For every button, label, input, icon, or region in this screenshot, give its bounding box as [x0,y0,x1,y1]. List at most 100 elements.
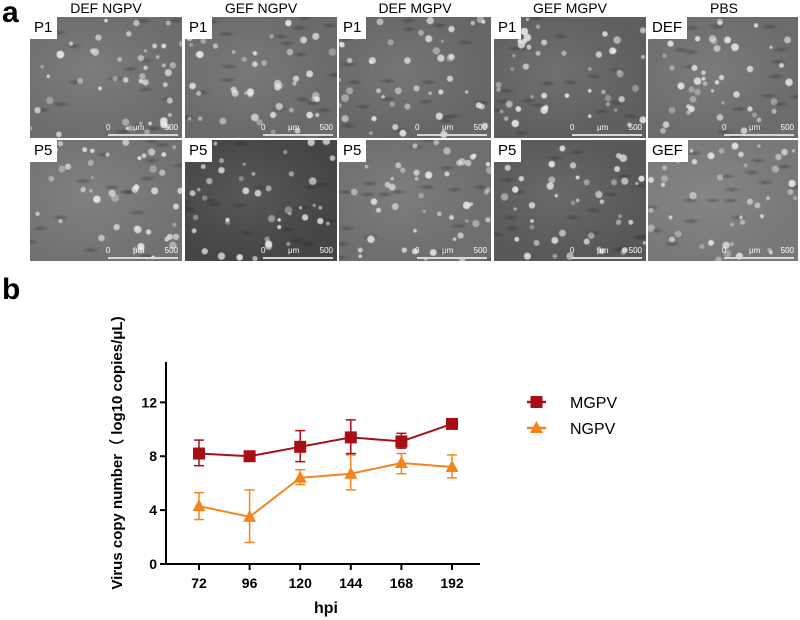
passage-tag: P1 [339,17,367,39]
column-title: PBS [709,0,738,16]
passage-tag: P5 [30,140,58,162]
square-marker-icon [294,440,307,453]
scale-bar-end: 500 [319,246,333,255]
scale-bar-unit: μm [133,123,145,132]
scale-bar: 0 μm 500 [722,123,794,136]
micrograph-image: P5 0 μm 500 [494,140,646,261]
square-marker-icon [395,435,408,448]
chart-legend: MGPV NGPV [527,395,617,438]
panel-a-letter: a [2,0,19,29]
micrograph-image: P1 0 μm 500 [30,17,182,138]
micrograph-image: GEF 0 μm 500 [648,140,798,261]
scale-bar-end: 500 [473,123,487,132]
x-tick-label: 168 [390,575,414,591]
series-mgpv [193,417,458,467]
panel-b-letter: b [2,273,21,306]
column-title: DEF MGPV [378,0,452,16]
y-tick-label: 12 [141,394,157,410]
scale-bar-line [108,134,178,136]
scale-bar-start: 0 [106,123,111,132]
y-tick-label: 0 [149,556,157,572]
scale-bar-end: 500 [780,246,794,255]
chart-axes: 0 4 8 12 72 96 120 144 168 192 [141,362,480,591]
y-tick-label: 8 [149,448,157,464]
scale-bar-start: 0 [415,123,420,132]
square-marker-icon [344,431,357,444]
scale-bar-unit: μm [288,246,300,255]
legend-label: MGPV [570,395,617,412]
scale-bar-line [572,257,642,259]
cell-texture [30,140,182,261]
scale-bar-line [417,134,487,136]
scale-bar: 0 μm 500 [415,123,487,136]
scale-bar-end: 500 [780,123,794,132]
scale-bar-unit: μm [133,246,145,255]
x-tick-label: 120 [289,575,313,591]
scale-bar-unit: μm [597,246,609,255]
legend-item: NGPV [527,421,616,438]
scale-bar-start: 0 [722,123,727,132]
scale-bar: 0 μm 500 [261,123,333,136]
column-title: GEF MGPV [533,0,607,16]
scale-bar-end: 500 [628,246,642,255]
scale-bar-start: 0 [261,123,266,132]
square-marker-icon [243,450,256,463]
scale-bar: 0 μm 500 [261,246,333,259]
triangle-marker-icon [344,466,358,479]
micrograph-image: DEF 0 μm 500 [648,17,798,138]
series-line [198,422,453,458]
scale-bar-end: 500 [319,123,333,132]
scale-bar: 0 μm 500 [570,123,642,136]
scale-bar-line [724,257,794,259]
column-title: GEF NGPV [224,0,298,16]
scale-bar-unit: μm [597,123,609,132]
legend-item: MGPV [527,395,617,412]
passage-tag: GEF [648,140,688,162]
series-line [198,461,453,518]
triangle-marker-icon [445,460,459,473]
chart-series [192,417,459,544]
square-marker-icon [530,396,543,408]
passage-tag: P1 [30,17,58,39]
scale-bar-start: 0 [261,246,266,255]
micrograph-image: P5 0 μm 500 [339,140,491,261]
micrograph-image: P1 0 μm 500 [494,17,646,138]
scale-bar-unit: μm [442,246,454,255]
scale-bar-end: 500 [473,246,487,255]
x-tick-label: 192 [440,575,464,591]
scale-bar-unit: μm [442,123,454,132]
scale-bar-end: 500 [164,123,178,132]
scale-bar-line [263,134,333,136]
x-axis-label: hpi [314,600,338,617]
scale-bar-unit: μm [749,123,761,132]
x-tick-label: 72 [191,575,207,591]
passage-tag: P5 [339,140,367,162]
micrograph-image: P5 0 μm 500 [30,140,182,261]
scale-bar-start: 0 [415,246,420,255]
triangle-marker-icon [394,455,408,468]
square-marker-icon [193,447,205,460]
passage-tag: P5 [185,140,213,162]
scale-bar-line [572,134,642,136]
scale-bar-start: 0 [722,246,727,255]
passage-tag: P5 [494,140,522,162]
scale-bar-line [263,257,333,259]
scale-bar-start: 0 [570,123,575,132]
column-title: DEF NGPV [70,0,142,16]
scale-bar: 0 μm 500 [722,246,794,259]
scale-bar-end: 500 [628,123,642,132]
y-tick-label: 4 [149,502,157,518]
scale-bar: 0 μm 500 [415,246,487,259]
triangle-marker-icon [293,470,307,483]
micrograph-image: P1 0 μm 500 [339,17,491,138]
scale-bar-line [417,257,487,259]
scale-bar-start: 0 [570,246,575,255]
series-ngpv [192,452,459,544]
triangle-marker-icon [192,499,206,512]
scale-bar-unit: μm [749,246,761,255]
legend-label: NGPV [570,421,616,438]
scale-bar-start: 0 [106,246,111,255]
micrograph-image: P1 0 μm 500 [185,17,337,138]
scale-bar: 0 μm 500 [570,246,642,259]
